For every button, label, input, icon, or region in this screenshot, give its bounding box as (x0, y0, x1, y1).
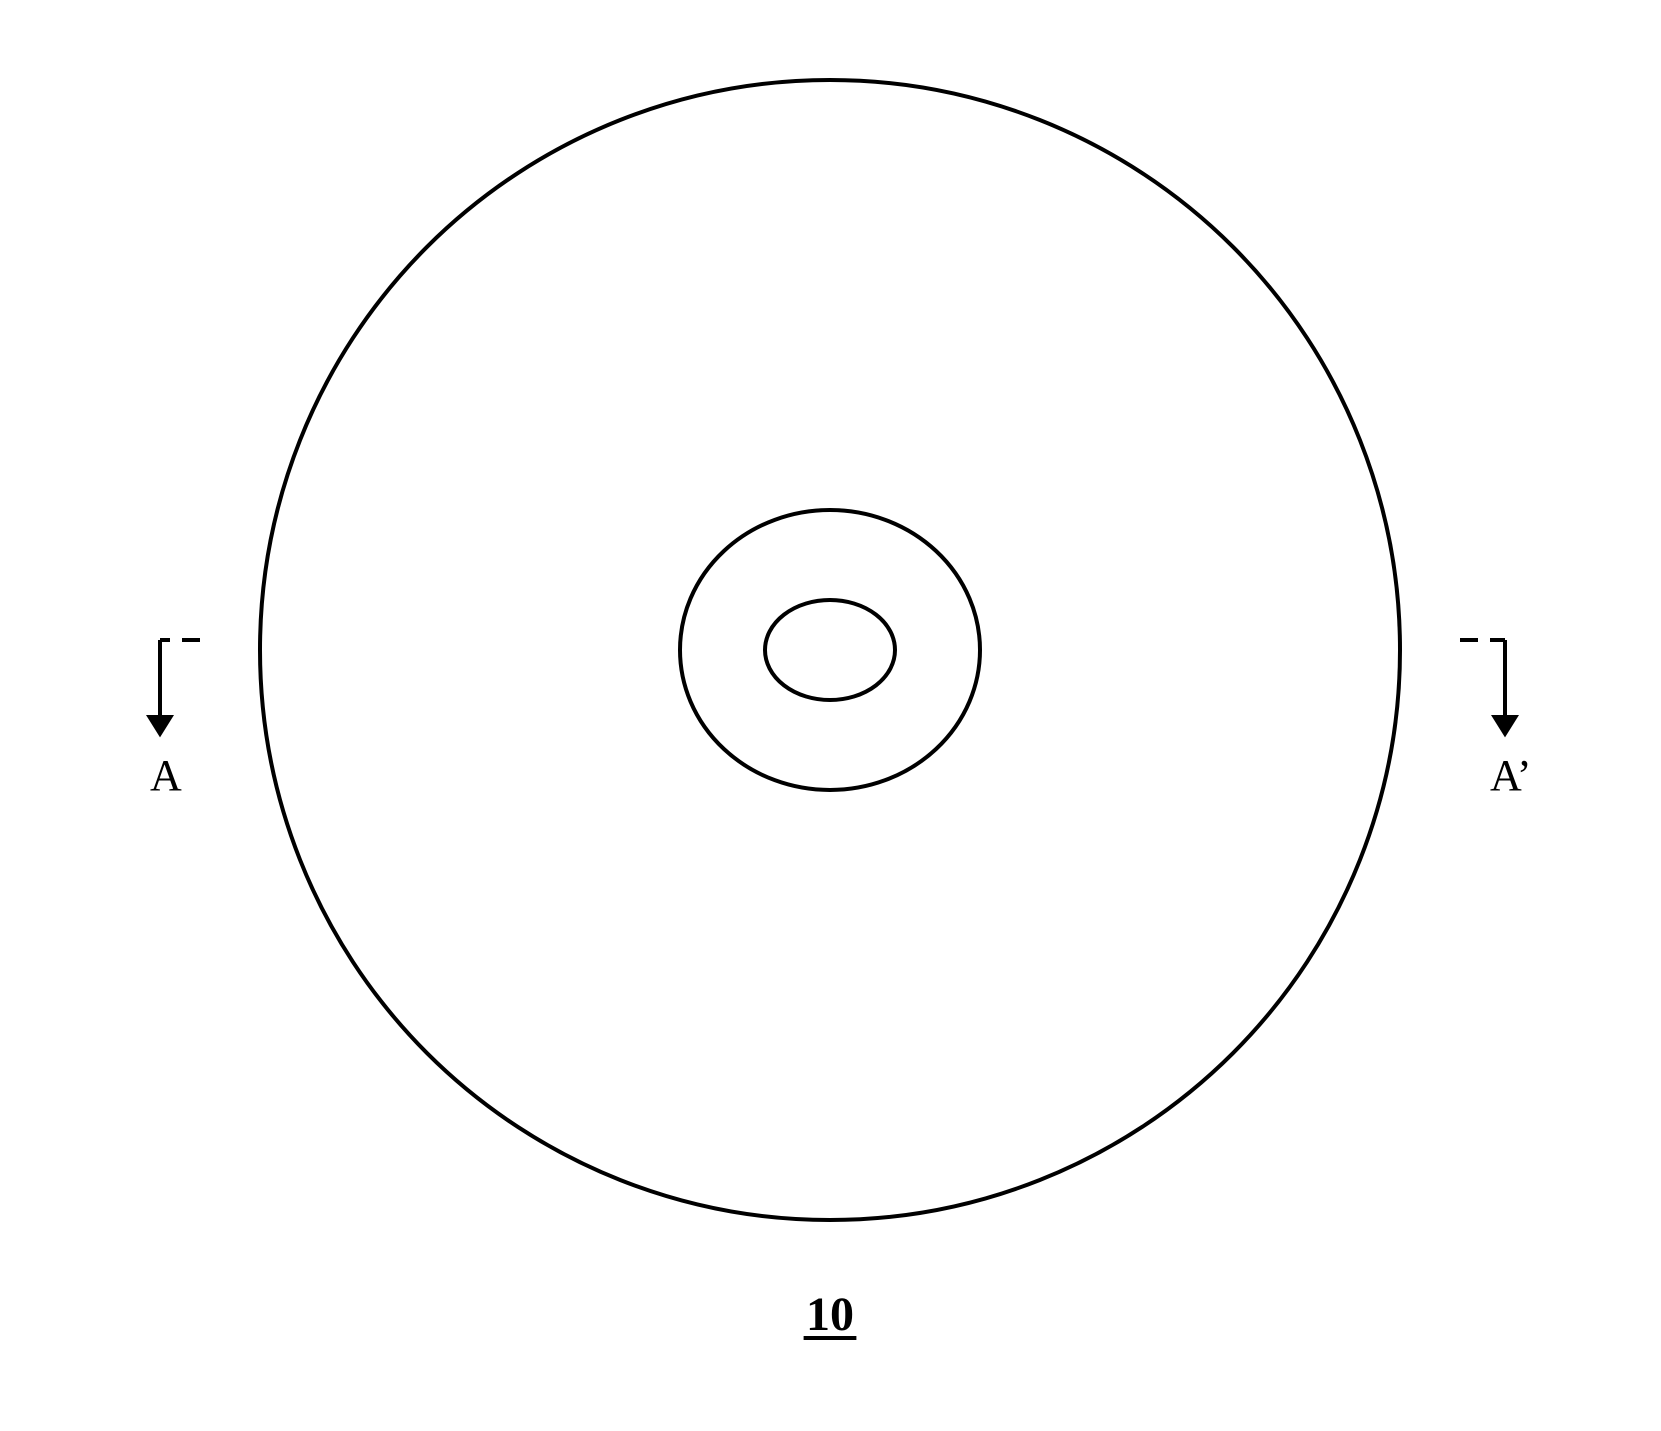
outer-circle (260, 80, 1400, 1220)
diagram-canvas: A A’ 10 (0, 0, 1661, 1431)
inner-ellipse (765, 600, 895, 700)
figure-number: 10 (806, 1288, 854, 1341)
middle-circle (680, 510, 980, 790)
section-marker-right: A’ (1460, 640, 1532, 800)
section-marker-left: A (146, 640, 200, 800)
section-label-a-prime: A’ (1490, 751, 1532, 800)
section-label-a: A (150, 751, 182, 800)
